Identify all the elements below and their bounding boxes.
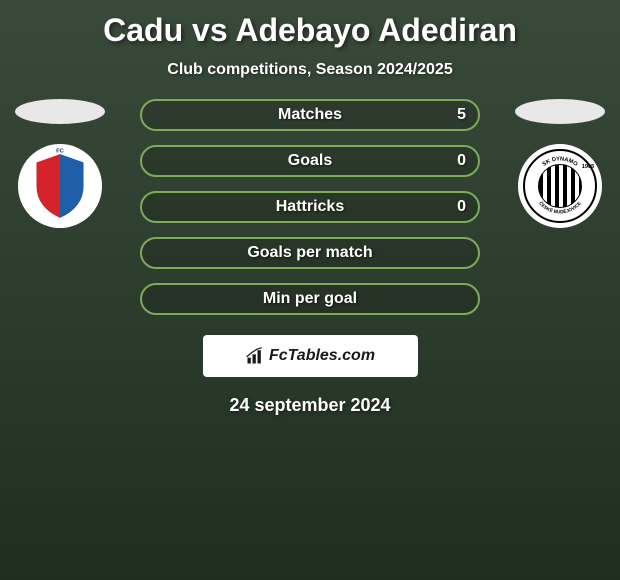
brand-text: FcTables.com: [269, 347, 375, 365]
club-logo-left: FC: [18, 144, 102, 228]
stat-right-value: 0: [457, 152, 466, 170]
left-player-column: FC: [10, 99, 110, 228]
subtitle: Club competitions, Season 2024/2025: [0, 61, 620, 79]
stat-row-matches: Matches 5: [140, 99, 480, 131]
stat-row-hattricks: Hattricks 0: [140, 191, 480, 223]
svg-text:SK DYNAMO: SK DYNAMO: [542, 156, 579, 168]
player-halo-left: [15, 99, 105, 124]
player-halo-right: [515, 99, 605, 124]
date-text: 24 september 2024: [10, 395, 610, 416]
stat-label: Hattricks: [276, 198, 344, 216]
stat-label: Min per goal: [263, 290, 357, 308]
stat-right-value: 5: [457, 106, 466, 124]
svg-text:FC: FC: [56, 148, 65, 154]
stat-row-goals-per-match: Goals per match: [140, 237, 480, 269]
bar-chart-icon: [245, 346, 265, 366]
comparison-area: FC SK DYNAMO ČESKÉ BUDĚJOVICE: [0, 99, 620, 416]
dynamo-inner-icon: SK DYNAMO ČESKÉ BUDĚJOVICE 1905: [523, 149, 597, 223]
right-player-column: SK DYNAMO ČESKÉ BUDĚJOVICE 1905: [510, 99, 610, 228]
stat-right-value: 0: [457, 198, 466, 216]
stats-list: Matches 5 Goals 0 Hattricks 0 Goals per …: [140, 99, 480, 315]
stat-row-min-per-goal: Min per goal: [140, 283, 480, 315]
svg-text:1905: 1905: [582, 164, 595, 170]
page-title: Cadu vs Adebayo Adediran: [0, 0, 620, 49]
stat-label: Matches: [278, 106, 342, 124]
stat-label: Goals: [288, 152, 332, 170]
banik-shield-icon: FC: [18, 144, 102, 228]
stat-label: Goals per match: [247, 244, 372, 262]
brand-attribution[interactable]: FcTables.com: [203, 335, 418, 377]
svg-text:ČESKÉ BUDĚJOVICE: ČESKÉ BUDĚJOVICE: [537, 200, 582, 215]
stat-row-goals: Goals 0: [140, 145, 480, 177]
club-logo-right: SK DYNAMO ČESKÉ BUDĚJOVICE 1905: [518, 144, 602, 228]
